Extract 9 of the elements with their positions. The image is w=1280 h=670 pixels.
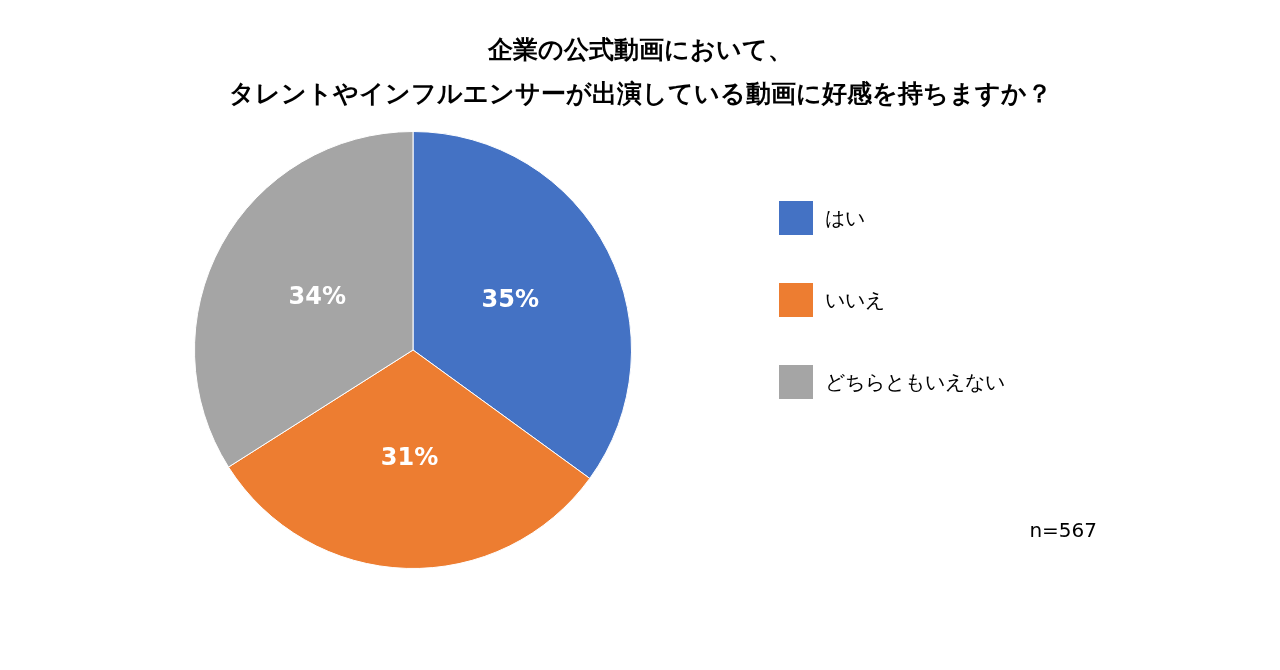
legend-label: いいえ <box>825 286 885 314</box>
data-label: 31% <box>380 443 439 472</box>
legend-label: どちらともいえない <box>825 368 1005 396</box>
text: n=567 <box>1028 518 1097 542</box>
data-label: 34% <box>288 281 346 310</box>
chart-title: 企業の公式動画において、 <box>486 34 794 66</box>
legend-label: はい <box>825 204 865 232</box>
data-label: 35% <box>481 284 540 313</box>
chart-subtitle: タレントやインフルエンサーが出演している動画に好感を持ちますか？ <box>227 78 1053 110</box>
